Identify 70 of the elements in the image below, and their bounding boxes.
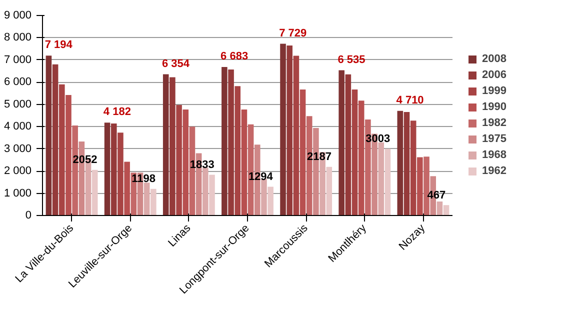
bar — [268, 186, 274, 216]
data-label: 2052 — [72, 154, 98, 166]
bar — [345, 74, 352, 216]
bar — [436, 202, 443, 216]
bar — [352, 90, 358, 216]
bar — [293, 56, 300, 216]
bar — [162, 74, 169, 216]
bar — [443, 205, 450, 216]
bar — [326, 166, 332, 216]
bar — [170, 77, 176, 216]
y-tick-label: 2 000 — [4, 165, 32, 178]
y-tick-label: 5 000 — [4, 98, 32, 110]
data-label: 6 683 — [220, 50, 248, 63]
bar — [104, 122, 110, 216]
bar — [66, 95, 72, 216]
data-label: 7 194 — [44, 39, 74, 52]
legend-label: 1982 — [482, 117, 506, 129]
data-label: 4 710 — [396, 94, 424, 106]
bar — [241, 110, 248, 216]
bar — [202, 168, 208, 216]
bar — [417, 157, 423, 216]
bar — [124, 162, 130, 216]
bar — [118, 132, 124, 216]
y-tick-label: 8 000 — [4, 32, 32, 44]
bar — [150, 188, 156, 216]
bar — [410, 120, 416, 216]
data-label: 1294 — [248, 171, 274, 184]
bar — [286, 46, 292, 216]
data-label: 2187 — [307, 151, 332, 164]
y-tick-label: 7 000 — [4, 54, 32, 66]
y-tick-label: 6 000 — [4, 76, 32, 88]
bar — [209, 174, 215, 216]
bar — [384, 148, 391, 216]
legend-label: 2006 — [482, 69, 506, 81]
legend-label: 1990 — [482, 101, 506, 113]
bar — [110, 124, 117, 216]
data-label: 6 354 — [162, 58, 190, 70]
legend-label: 1962 — [482, 165, 506, 177]
data-label: 467 — [427, 189, 446, 202]
bar — [338, 70, 344, 216]
bar — [92, 170, 98, 216]
y-tick-label: 4 000 — [4, 120, 32, 133]
bar — [182, 110, 189, 216]
bar — [176, 105, 182, 216]
bar — [144, 182, 150, 216]
legend-label: 2008 — [482, 53, 506, 65]
y-tick-label: 1 000 — [4, 187, 32, 200]
bar — [300, 90, 306, 216]
bar — [397, 110, 404, 216]
y-tick-label: 9 000 — [4, 10, 32, 22]
bar — [228, 70, 234, 216]
legend-label: 1968 — [482, 149, 506, 161]
bar — [222, 66, 228, 216]
data-label: 1833 — [190, 159, 214, 172]
legend-label: 1999 — [482, 85, 506, 97]
data-label: 6 535 — [338, 54, 366, 66]
bar — [261, 178, 267, 216]
bar — [52, 64, 58, 216]
legend-label: 1975 — [482, 133, 506, 145]
bar — [358, 100, 364, 216]
bar — [280, 44, 286, 216]
data-label: 4 182 — [103, 106, 131, 118]
y-tick-label: 0 — [25, 210, 32, 222]
bar — [59, 84, 65, 216]
bar — [378, 142, 384, 216]
data-label: 7 729 — [279, 27, 307, 40]
bar — [46, 56, 52, 216]
bar — [404, 112, 410, 216]
y-tick-label: 3 000 — [4, 142, 32, 155]
bar — [234, 86, 241, 216]
